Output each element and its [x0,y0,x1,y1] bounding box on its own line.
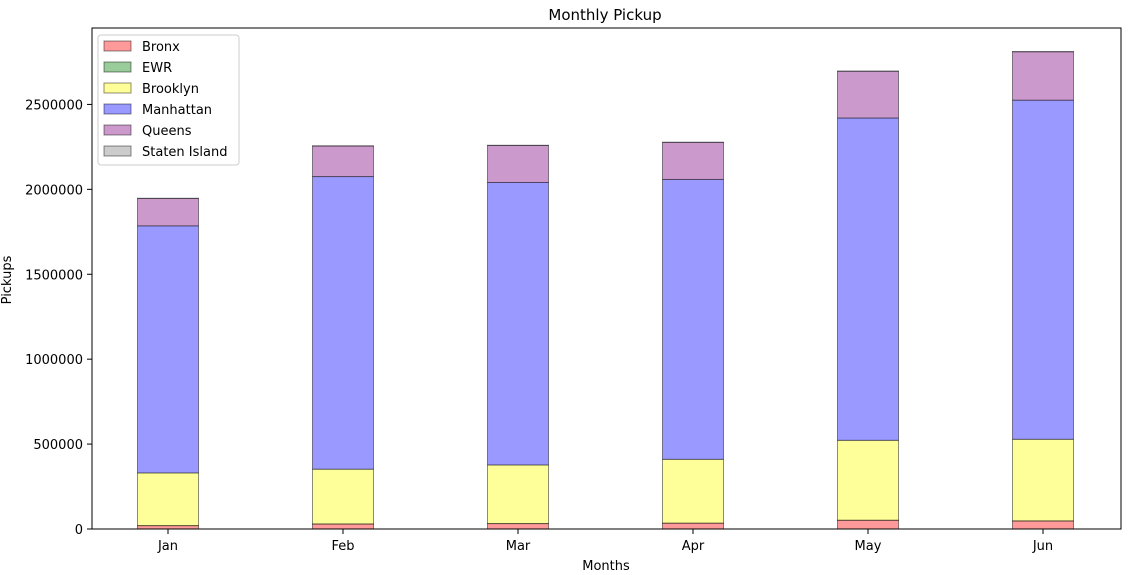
bar-brooklyn-mar [487,464,549,525]
bar-bronx-feb [312,523,374,530]
bar-bronx-may [837,519,899,530]
legend-label: Manhattan [142,103,212,118]
legend-box [97,34,240,166]
legend-swatch [103,103,132,115]
bar-queens-may [837,70,899,119]
bar-queens-jan [137,197,199,227]
legend-label: Queens [142,124,192,139]
legend-label: Staten Island [142,145,227,160]
x-tick-label: Jan [157,539,178,554]
bar-bronx-jun [1012,520,1074,530]
x-axis: Jan Feb Mar Apr May Jun [157,529,1053,554]
x-tick-label: May [855,539,882,554]
chart-title: Monthly Pickup [548,6,661,24]
plot-frame [91,27,1122,530]
x-axis-label: Months [582,559,630,574]
bar-manhattan-jun [1012,99,1074,440]
x-tick-label: Apr [682,539,705,554]
y-axis: 0 500000 1000000 1500000 2000000 2500000 [25,98,92,538]
bar-manhattan-may [837,117,899,441]
y-tick-label: 2000000 [25,183,83,198]
bars-layer [137,51,1074,530]
bar-manhattan-jan [137,225,199,474]
y-tick-label: 0 [75,523,83,538]
y-axis-label: Pickups [0,255,15,304]
bar-queens-jun [1012,51,1074,101]
bar-queens-mar [487,144,549,183]
bar-brooklyn-apr [662,458,724,524]
bar-brooklyn-may [837,439,899,521]
bar-queens-feb [312,145,374,178]
bar-brooklyn-jun [1012,438,1074,522]
x-tick-label: Feb [331,539,354,554]
x-tick-label: Jun [1032,539,1053,554]
bar-bronx-jan [137,525,199,530]
y-tick-label: 1500000 [25,268,83,283]
y-tick-label: 2500000 [25,98,83,113]
bar-manhattan-apr [662,178,724,460]
legend-swatch [103,82,132,94]
legend-swatch [103,61,132,73]
legend-label: Brooklyn [142,82,199,97]
legend-swatch [103,145,132,157]
legend-swatch [103,124,132,136]
y-tick-label: 1000000 [25,353,83,368]
bar-manhattan-feb [312,176,374,470]
legend: Bronx EWR Brooklyn Manhattan Queens Staten Is… [97,34,240,166]
bar-brooklyn-feb [312,468,374,525]
bar-brooklyn-jan [137,472,199,527]
bar-queens-apr [662,141,724,180]
x-tick-label: Mar [506,539,531,554]
legend-swatch [103,40,132,52]
bar-bronx-apr [662,522,724,530]
legend-label: Bronx [142,40,180,55]
bar-manhattan-mar [487,181,549,466]
bar-bronx-mar [487,523,549,530]
legend-label: EWR [142,61,172,76]
y-tick-label: 500000 [33,438,83,453]
